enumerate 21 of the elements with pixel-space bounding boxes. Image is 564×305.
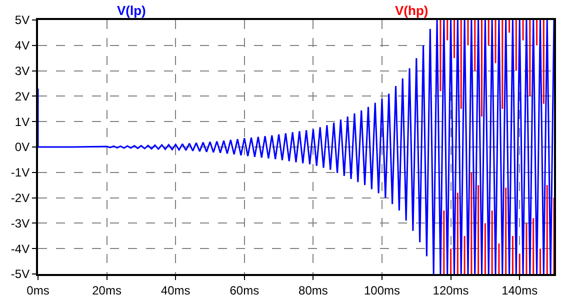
y-tick-label: 3V	[14, 64, 30, 78]
x-tick-label: 100ms	[364, 283, 400, 298]
y-tick-label: 4V	[14, 38, 30, 53]
x-tick-label: 120ms	[432, 283, 469, 298]
y-tick-label: -1V	[10, 166, 30, 180]
y-tick-label: -3V	[10, 216, 30, 230]
y-tick-label: 0V	[14, 140, 30, 154]
y-tick-label: -4V	[10, 242, 30, 256]
x-tick-label: 0ms	[26, 283, 50, 298]
x-tick-label: 20ms	[92, 283, 122, 298]
y-tick-label: 1V	[14, 114, 30, 129]
x-tick-label: 80ms	[298, 283, 328, 298]
y-tick-label: 5V	[14, 13, 30, 28]
series-label: V(hp)	[395, 3, 428, 18]
x-tick-label: 60ms	[230, 283, 260, 298]
x-tick-label: 140ms	[502, 283, 538, 298]
text: V(lp)	[117, 3, 146, 18]
x-tick-label: 40ms	[160, 283, 190, 298]
y-tick-label: -5V	[10, 267, 30, 282]
y-tick-label: -2V	[10, 191, 30, 205]
y-tick-label: 2V	[14, 89, 30, 104]
